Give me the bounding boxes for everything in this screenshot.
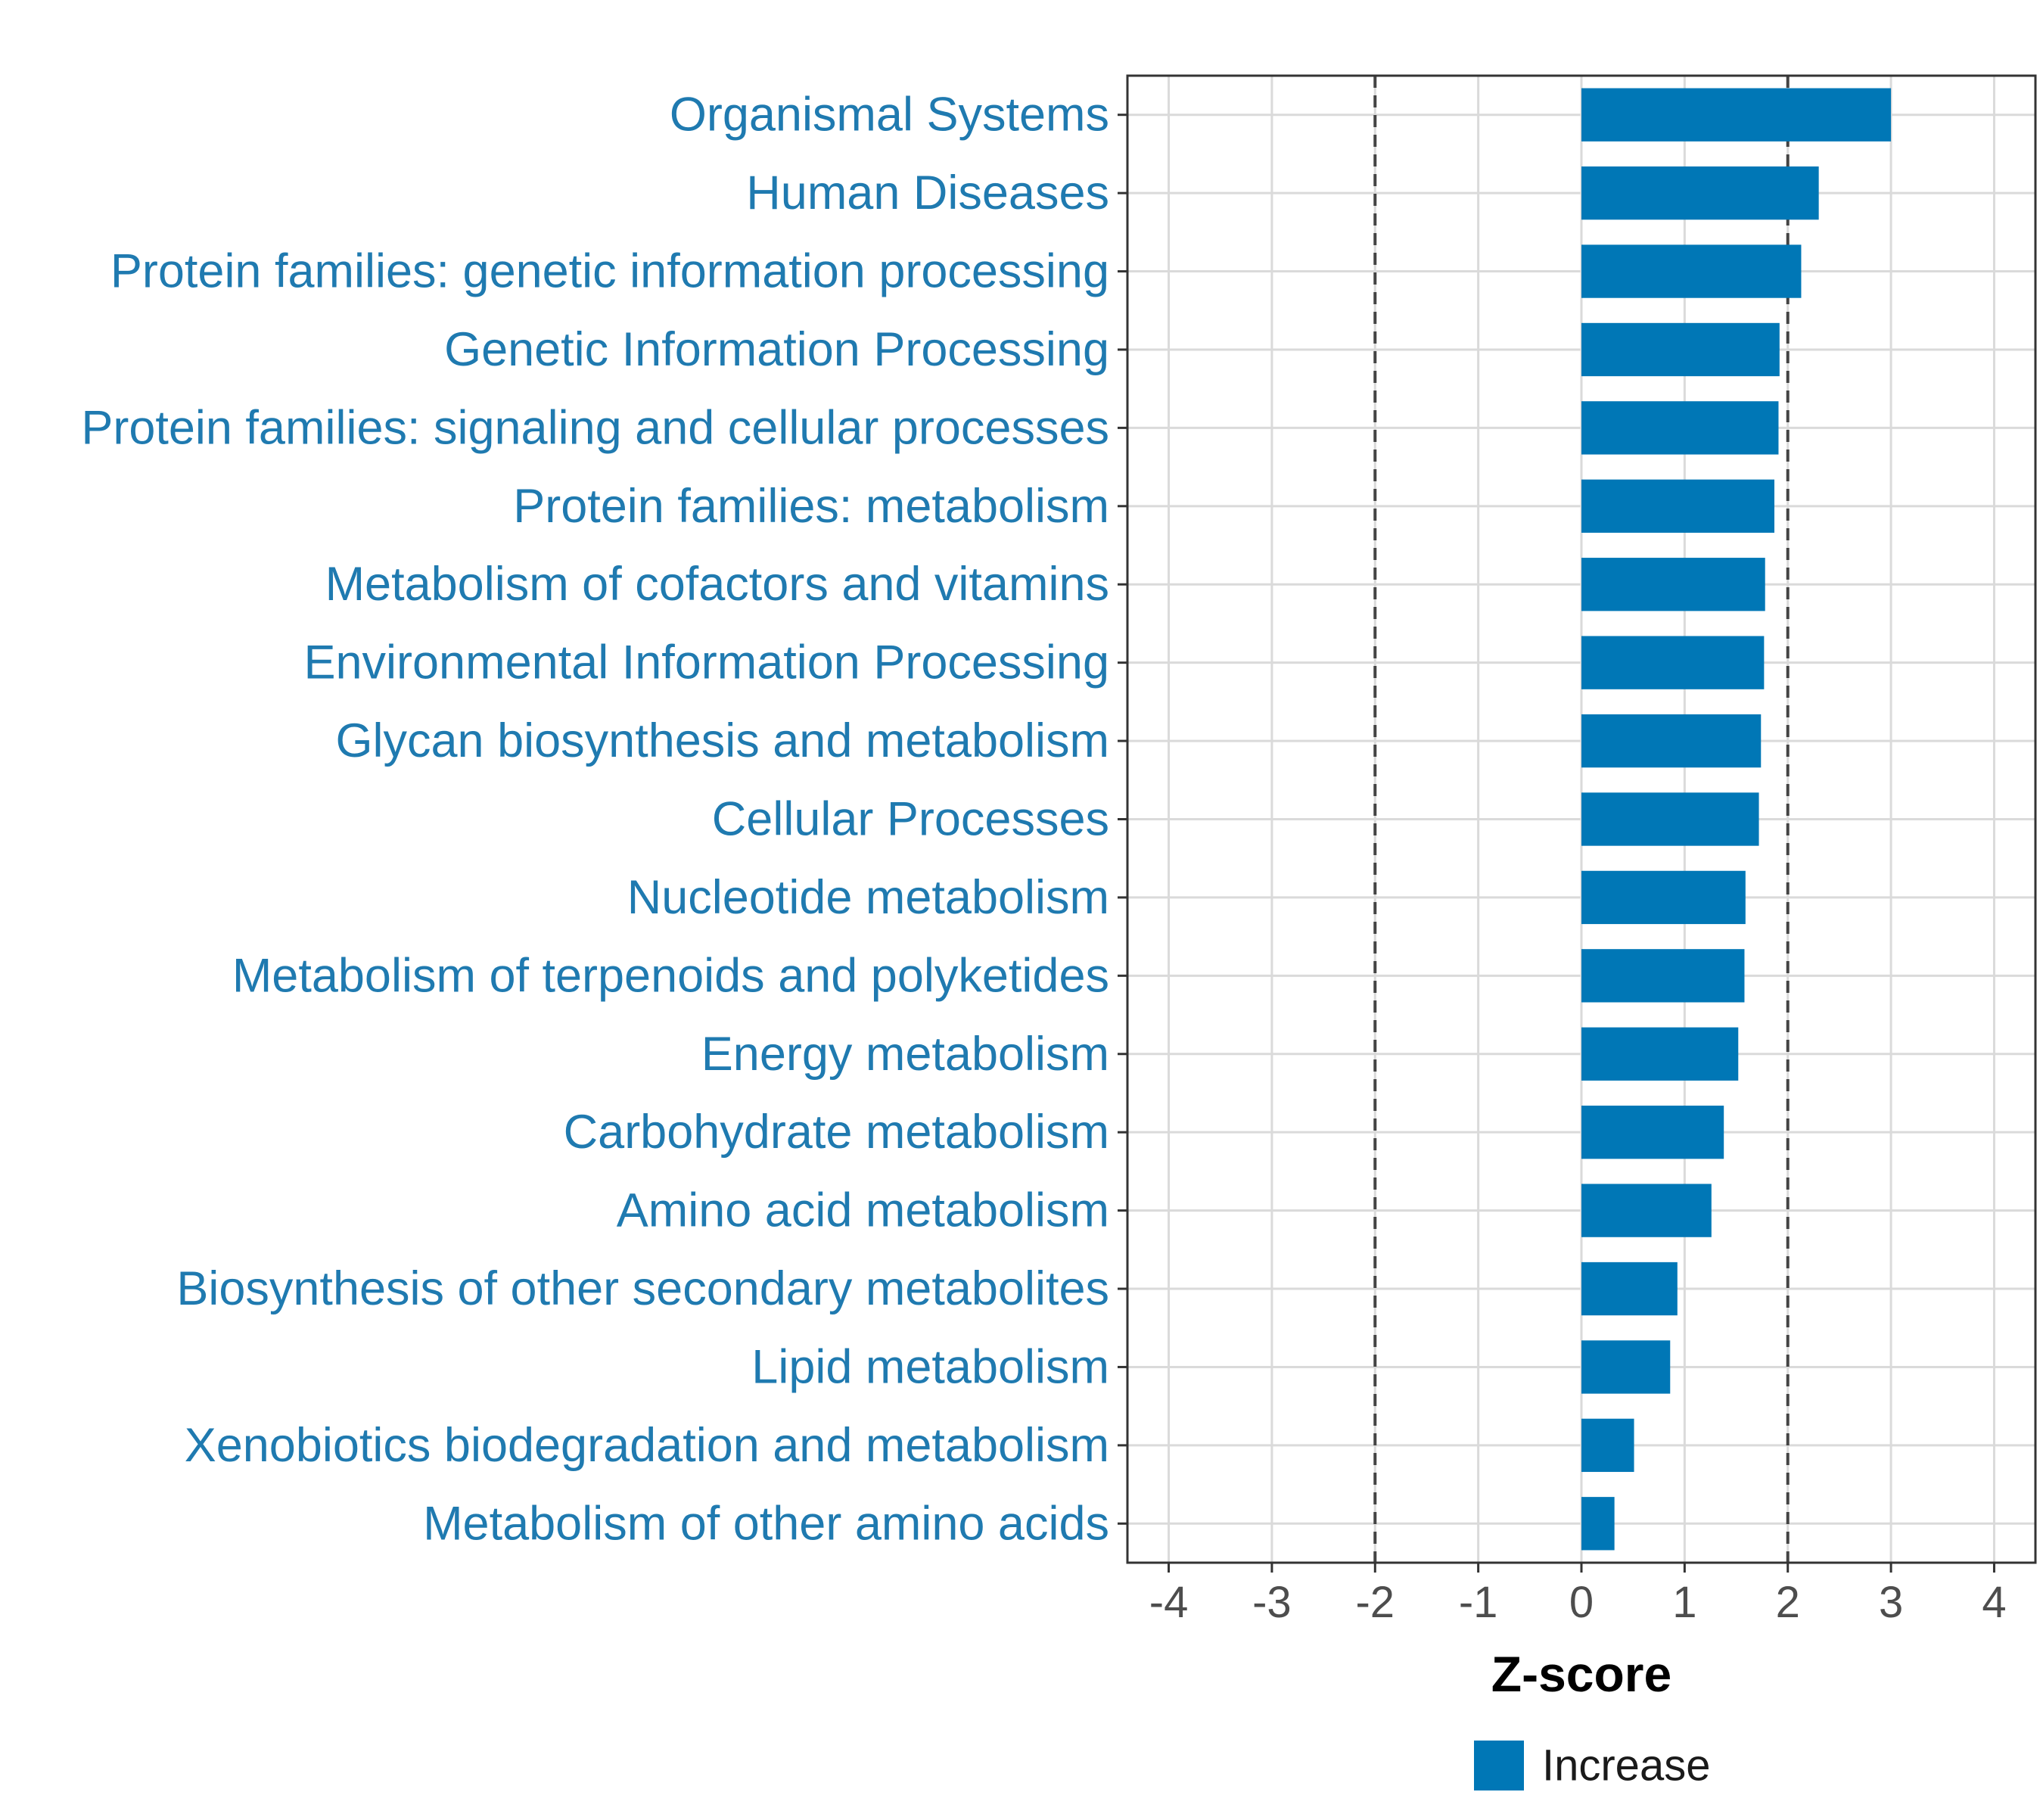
bar-lipid-metabolism[interactable] [1581, 1340, 1671, 1394]
category-label-metabolism-of-terpenoids-and-polyketides: Metabolism of terpenoids and polyketides [232, 949, 1109, 1002]
y-axis-ticks: Organismal Systems Human Diseases Protein … [81, 89, 1127, 1550]
bar-amino-acid-metabolism[interactable] [1581, 1184, 1712, 1237]
bar-protein-families-metabolism[interactable] [1581, 479, 1774, 533]
category-label-xenobiotics-biodegradation-and-metabolism: Xenobiotics biodegradation and metabolis… [185, 1419, 1109, 1472]
reference-lines [1373, 76, 1790, 1563]
category-label-metabolism-of-other-amino-acids: Metabolism of other amino acids [423, 1497, 1109, 1550]
category-label-energy-metabolism: Energy metabolism [701, 1028, 1109, 1081]
category-label-human-diseases: Human Diseases [746, 166, 1109, 219]
bars [1581, 88, 1892, 1551]
legend-label-increase: Increase [1542, 1741, 1710, 1790]
category-label-amino-acid-metabolism: Amino acid metabolism [617, 1184, 1109, 1237]
category-label-protein-families-metabolism: Protein families: metabolism [513, 480, 1109, 533]
category-label-organismal-systems: Organismal Systems [670, 89, 1109, 142]
x-tick-label: 4 [1982, 1578, 2006, 1627]
category-label-metabolism-of-cofactors-and-vitamins: Metabolism of cofactors and vitamins [325, 558, 1109, 611]
bar-cellular-processes[interactable] [1581, 792, 1759, 846]
bar-biosynthesis-of-other-secondary-metabolites[interactable] [1581, 1262, 1678, 1316]
legend-key-increase[interactable] [1474, 1741, 1524, 1790]
bar-nucleotide-metabolism[interactable] [1581, 870, 1746, 925]
category-label-cellular-processes: Cellular Processes [712, 793, 1109, 846]
bar-human-diseases[interactable] [1581, 166, 1819, 220]
category-label-protein-families-genetic-information-processing: Protein families: genetic information pr… [110, 245, 1109, 298]
category-label-glycan-biosynthesis-and-metabolism: Glycan biosynthesis and metabolism [336, 714, 1110, 767]
bar-genetic-information-processing[interactable] [1581, 322, 1780, 377]
category-label-environmental-information-processing: Environmental Information Processing [303, 636, 1109, 689]
bar-carbohydrate-metabolism[interactable] [1581, 1106, 1724, 1159]
category-label-carbohydrate-metabolism: Carbohydrate metabolism [564, 1106, 1109, 1159]
bar-protein-families-genetic-information-processing[interactable] [1581, 244, 1802, 298]
category-label-biosynthesis-of-other-secondary-metabolites: Biosynthesis of other secondary metaboli… [176, 1262, 1109, 1315]
x-axis-ticks: -4 -3 -2 -1 0 1 2 3 4 [1149, 1563, 2007, 1627]
legend: Increase [1474, 1741, 1710, 1790]
bar-energy-metabolism[interactable] [1581, 1027, 1739, 1081]
bar-xenobiotics-biodegradation-and-metabolism[interactable] [1581, 1418, 1634, 1473]
x-tick-label: -3 [1252, 1578, 1292, 1627]
bar-metabolism-of-other-amino-acids[interactable] [1581, 1497, 1615, 1551]
bar-glycan-biosynthesis-and-metabolism[interactable] [1581, 714, 1762, 768]
x-tick-label: -4 [1149, 1578, 1189, 1627]
x-tick-label: -2 [1355, 1578, 1395, 1627]
bar-environmental-information-processing[interactable] [1581, 636, 1765, 689]
x-tick-label: 1 [1672, 1578, 1696, 1627]
bar-metabolism-of-cofactors-and-vitamins[interactable] [1581, 558, 1765, 611]
category-label-nucleotide-metabolism: Nucleotide metabolism [627, 871, 1109, 924]
category-label-genetic-information-processing: Genetic Information Processing [444, 323, 1109, 376]
bar-organismal-systems[interactable] [1581, 88, 1892, 142]
x-tick-label: 0 [1569, 1578, 1594, 1627]
x-tick-label: 2 [1776, 1578, 1800, 1627]
bar-protein-families-signaling-and-cellular-processes[interactable] [1581, 401, 1779, 455]
x-tick-label: 3 [1879, 1578, 1903, 1627]
category-label-lipid-metabolism: Lipid metabolism [751, 1340, 1109, 1393]
x-tick-label: -1 [1459, 1578, 1498, 1627]
category-label-protein-families-signaling-and-cellular-processes: Protein families: signaling and cellular… [81, 401, 1109, 454]
bar-metabolism-of-terpenoids-and-polyketides[interactable] [1581, 949, 1745, 1003]
x-axis-title: Z-score [1491, 1646, 1671, 1702]
